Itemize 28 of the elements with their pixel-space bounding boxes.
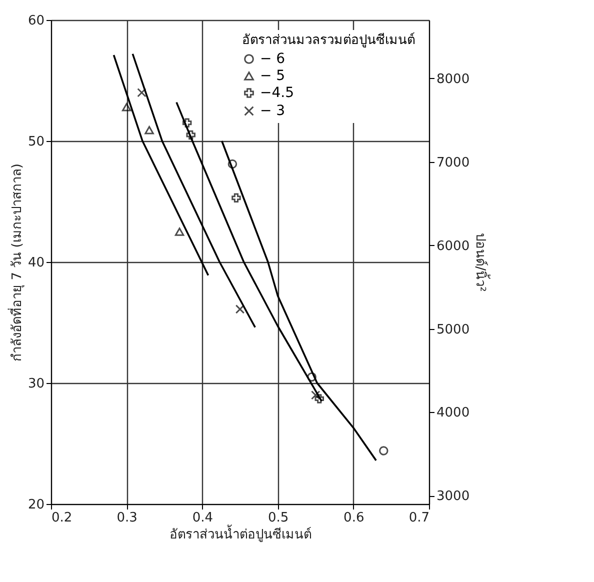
line-series [220, 140, 377, 462]
legend-label: − 5 [260, 68, 286, 84]
x-tick-label: 0.5 [268, 510, 289, 526]
y-tick-label: 40 [28, 256, 44, 270]
y-axis-title: กำลังอัดที่อายุ 7 วัน (เมกะปาสกาล) [8, 164, 25, 362]
y2-tick-label: 5000 [436, 322, 470, 338]
legend-title: อัตราส่วนมวลรวมต่อปูนซีเมนต์ [242, 32, 415, 48]
y2-tick-label: 4000 [436, 406, 470, 421]
y-tick-label: 50 [28, 134, 44, 150]
y2-tick-label: 7000 [436, 155, 470, 170]
x-tick-label: 0.3 [116, 510, 138, 526]
legend-label: −4.5 [260, 85, 294, 101]
line-series [176, 101, 323, 402]
y2-axis-title: ปอนด์/นิ้ว² [472, 233, 491, 292]
y2-tick-label: 6000 [436, 238, 470, 254]
y-tick-label: 30 [28, 376, 44, 392]
x-axis-title: อัตราส่วนน้ำต่อปูนซีเมนต์ [170, 524, 312, 542]
legend-label: − 6 [260, 51, 286, 67]
x-tick-label: 0.6 [344, 510, 364, 526]
y-tick-label: 20 [28, 498, 44, 512]
x-tick-label: 0.2 [52, 510, 72, 526]
y2-tick-label: 8000 [436, 72, 470, 87]
line-series [132, 52, 256, 328]
legend-label: − 3 [260, 103, 286, 119]
y2-tick-label: 3000 [436, 489, 470, 504]
x-tick-label: 0.7 [408, 510, 430, 526]
x-tick-label: 0.4 [192, 510, 214, 526]
y-tick-label: 60 [28, 14, 44, 28]
